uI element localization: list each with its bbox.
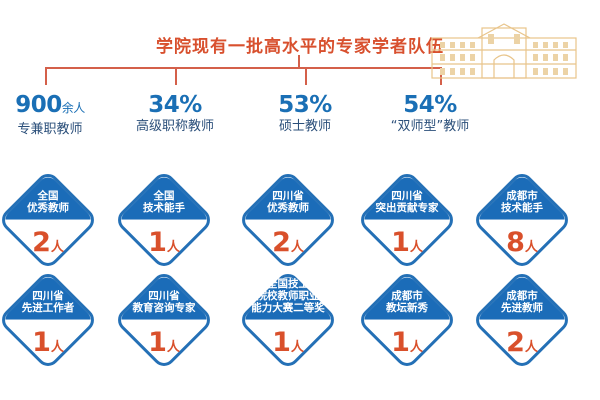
badge-title: 成都市 [506,190,538,202]
badge-count-value: 1 [272,327,291,358]
stat-value: 53% [278,92,332,118]
honor-badge: 全国技工 院校教师职业 能力大赛二等奖 1人 [236,268,340,372]
badge-title: 全国技工 [267,278,309,290]
tree-connector [298,55,300,68]
badge-count-value: 1 [148,327,167,358]
badge-count: 1人 [112,228,216,263]
badge-count-unit: 人 [290,240,304,255]
badge-count: 2人 [0,228,100,263]
building-illustration [431,23,577,79]
badge-count: 1人 [236,328,340,363]
honor-badge: 四川省 优秀教师 2人 [236,168,340,272]
badge-title: 优秀教师 [27,202,69,214]
badge-count-unit: 人 [524,340,538,355]
badge-count-value: 2 [506,327,525,358]
badge-count: 2人 [470,328,574,363]
badge-title: 四川省 [391,190,423,202]
stat-masters: 53% 硕士教师 [240,92,370,135]
page-title: 学院现有一批高水平的专家学者队伍 [156,37,444,57]
badge-title: 教坛新秀 [386,302,428,314]
honor-badge: 成都市 技术能手 8人 [470,168,574,272]
stat-dual-qualified: 54% “双师型”教师 [365,92,495,135]
badge-count: 1人 [0,328,100,363]
badge-count: 1人 [355,328,459,363]
tree-connector [440,67,442,85]
stat-suffix: 余人 [61,101,86,115]
badge-title: 全国 [37,190,59,202]
badge-count-unit: 人 [50,240,64,255]
badge-count-value: 8 [506,227,525,258]
badge-title: 四川省 [32,290,64,302]
honor-badge: 成都市 教坛新秀 1人 [355,268,459,372]
stat-senior-title: 34% 高级职称教师 [110,92,240,135]
badge-title: 突出贡献专家 [375,202,439,214]
badge-title: 先进工作者 [21,302,75,314]
badge-count-unit: 人 [166,340,180,355]
badge-count: 1人 [355,228,459,263]
stat-label: 硕士教师 [278,119,331,134]
badge-count-unit: 人 [290,340,304,355]
badge-count-unit: 人 [409,340,423,355]
tree-connector [45,67,441,69]
honor-badge: 全国 优秀教师 2人 [0,168,100,272]
badge-count-value: 1 [391,227,410,258]
badge-title: 四川省 [272,190,304,202]
badge-count-value: 1 [148,227,167,258]
badge-title: 成都市 [391,290,423,302]
tree-connector [45,67,47,85]
badge-title: 院校教师职业 [256,290,320,302]
stat-label: 高级职称教师 [135,119,214,134]
badge-title: 成都市 [506,290,538,302]
stat-label: 专兼职教师 [17,122,83,137]
badge-count: 8人 [470,228,574,263]
honor-badge: 四川省 突出贡献专家 1人 [355,168,459,272]
stat-faculty-total: 900余人 专兼职教师 [0,92,115,138]
badge-count-value: 1 [391,327,410,358]
badge-count-value: 2 [32,227,51,258]
badge-title: 先进教师 [501,302,543,314]
badge-count-unit: 人 [409,240,423,255]
tree-connector [175,67,177,85]
badge-title: 四川省 [148,290,180,302]
stat-value: 900 [15,92,62,118]
badge-count: 2人 [236,228,340,263]
stat-value: 34% [148,92,202,118]
honor-badge: 四川省 教育咨询专家 1人 [112,268,216,372]
badge-count-value: 1 [32,327,51,358]
stat-value: 54% [403,92,457,118]
stat-label: “双师型”教师 [390,119,470,134]
badge-title: 优秀教师 [267,202,309,214]
badge-title: 全国 [153,190,175,202]
tree-connector [305,67,307,85]
badge-title: 教育咨询专家 [132,302,196,314]
badge-title: 技术能手 [143,202,185,214]
badge-title: 技术能手 [501,202,543,214]
badge-count: 1人 [112,328,216,363]
badge-count-unit: 人 [166,240,180,255]
badge-count-unit: 人 [50,340,64,355]
honor-badge: 四川省 先进工作者 1人 [0,268,100,372]
badge-title: 能力大赛二等奖 [251,302,325,314]
badge-count-value: 2 [272,227,291,258]
honor-badge: 成都市 先进教师 2人 [470,268,574,372]
honor-badge: 全国 技术能手 1人 [112,168,216,272]
badge-count-unit: 人 [524,240,538,255]
